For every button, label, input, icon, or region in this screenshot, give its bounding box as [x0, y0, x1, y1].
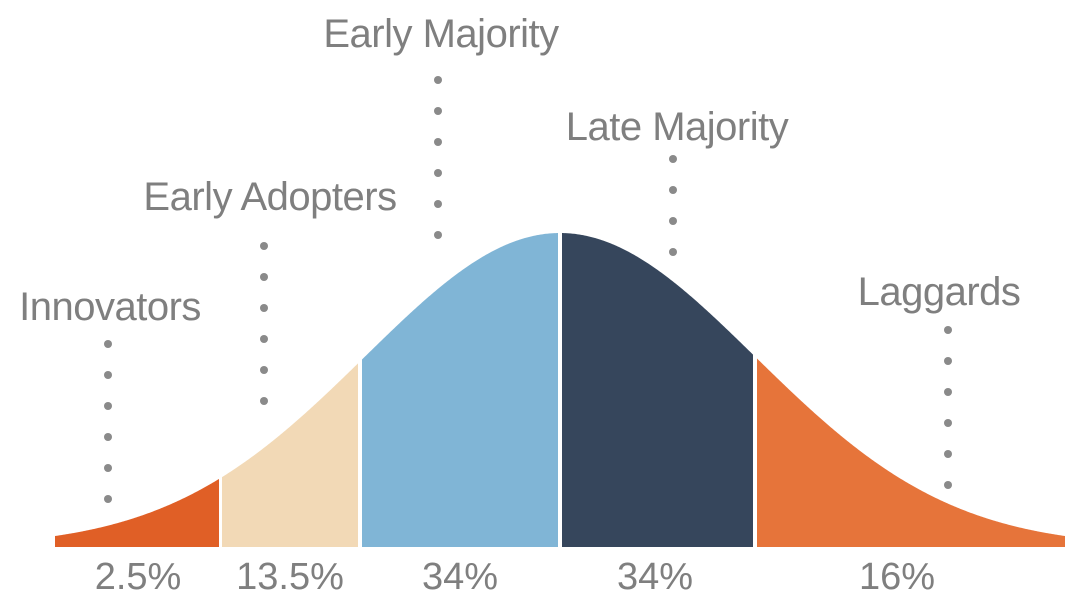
early-adopters-label: Early Adopters	[143, 175, 397, 219]
early-majority-percent: 34%	[421, 556, 499, 598]
innovators-segment	[55, 478, 219, 547]
laggards-label: Laggards	[857, 270, 1021, 314]
early-adopters-segment	[222, 363, 358, 547]
early-majority-leader-dots	[434, 76, 442, 262]
innovators-leader-dots	[104, 340, 112, 526]
laggards-segment	[757, 358, 1065, 547]
late-majority-percent: 34%	[616, 556, 694, 598]
laggards-leader-dots	[944, 326, 952, 512]
early-majority-label: Early Majority	[323, 12, 559, 56]
early-adopters-percent: 13.5%	[236, 556, 344, 598]
early-majority-segment	[362, 233, 558, 547]
late-majority-leader-dots	[669, 155, 677, 279]
late-majority-label: Late Majority	[565, 105, 789, 149]
laggards-percent: 16%	[858, 556, 936, 598]
innovators-percent: 2.5%	[94, 556, 182, 598]
innovators-label: Innovators	[19, 285, 201, 329]
early-adopters-leader-dots	[260, 242, 268, 428]
late-majority-segment	[562, 233, 753, 547]
